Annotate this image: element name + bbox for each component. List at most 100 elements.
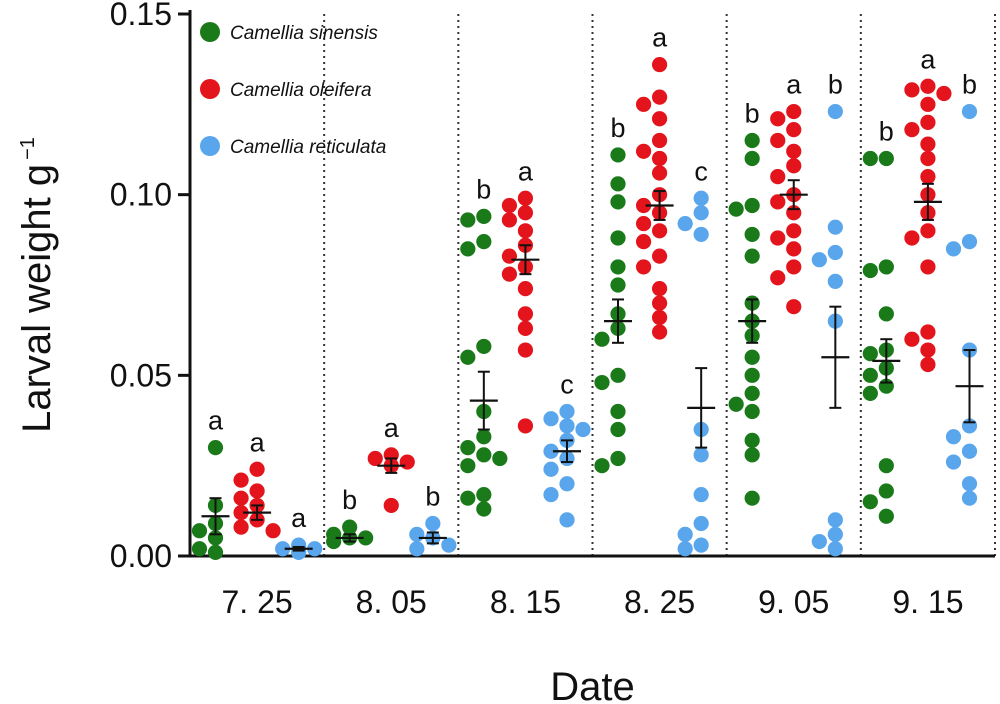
significance-letter: b: [476, 174, 491, 204]
data-point: [409, 541, 425, 557]
data-point: [207, 440, 224, 456]
data-point: [594, 331, 610, 347]
data-point: [367, 450, 383, 467]
data-point: [904, 82, 920, 98]
data-point: [476, 429, 492, 445]
data-point: [693, 515, 709, 532]
legend: Camellia sinensis Camellia oleifera Camell…: [200, 22, 386, 158]
significance-letter: a: [291, 503, 307, 533]
data-point: [904, 122, 920, 138]
data-point: [770, 270, 786, 286]
data-point: [770, 132, 786, 149]
data-point: [786, 143, 802, 159]
data-point: [610, 147, 626, 163]
data-point: [811, 533, 827, 550]
data-point: [728, 201, 744, 217]
legend-label: Camellia oleifera: [230, 80, 372, 101]
data-point: [476, 338, 492, 355]
data-point: [651, 132, 668, 149]
y-tick-label: 0.05: [110, 357, 172, 393]
data-point: [693, 486, 709, 503]
data-point: [693, 190, 709, 206]
data-point: [961, 476, 978, 492]
data-point: [635, 259, 652, 275]
data-point: [559, 403, 575, 420]
data-point: [559, 512, 575, 528]
significance-letter: a: [384, 413, 400, 443]
data-point: [425, 515, 441, 532]
data-points: [191, 56, 978, 560]
data-point: [961, 103, 978, 120]
data-point: [517, 342, 534, 358]
data-point: [635, 143, 652, 159]
data-point: [744, 197, 760, 214]
data-point: [693, 205, 709, 221]
data-point: [920, 169, 936, 185]
data-point: [651, 295, 668, 311]
data-point: [383, 497, 399, 514]
data-point: [651, 111, 668, 127]
y-axis-title: Larval weight g−1: [15, 137, 59, 433]
data-point: [945, 454, 962, 470]
data-point: [460, 241, 476, 257]
significance-letter: b: [610, 113, 625, 143]
data-point: [677, 215, 693, 232]
data-point: [233, 472, 249, 488]
data-point: [920, 114, 936, 130]
data-point: [651, 324, 668, 340]
y-tick-label: 0.00: [110, 538, 172, 574]
data-point: [744, 226, 760, 243]
data-point: [610, 277, 626, 293]
data-point: [770, 194, 786, 210]
data-point: [920, 342, 936, 358]
data-point: [862, 385, 878, 401]
data-point: [651, 56, 668, 73]
x-tick-label: 9. 05: [758, 584, 829, 620]
data-point: [827, 244, 843, 261]
y-tick-label: 0.10: [110, 177, 172, 213]
data-point: [878, 259, 894, 275]
y-tick-label: 0.15: [110, 0, 172, 32]
data-point: [610, 450, 626, 467]
data-point: [920, 150, 936, 167]
data-point: [460, 458, 476, 474]
data-point: [610, 421, 626, 438]
data-point: [249, 461, 265, 477]
data-point: [827, 103, 843, 120]
significance-letter: c: [694, 156, 708, 186]
data-point: [610, 230, 626, 246]
data-point: [476, 447, 492, 463]
significance-letter: b: [879, 117, 894, 147]
data-point: [744, 367, 760, 383]
data-point: [744, 490, 760, 506]
data-point: [651, 89, 668, 105]
data-point: [233, 490, 249, 506]
separator-lines: [323, 14, 996, 556]
legend-label: Camellia reticulata: [230, 137, 386, 158]
data-point: [770, 169, 786, 185]
significance-letter: b: [962, 70, 977, 100]
significance-letter: a: [518, 156, 534, 186]
data-point: [517, 205, 534, 221]
data-point: [862, 150, 878, 167]
x-tick-label: 9. 15: [892, 584, 963, 620]
data-point: [811, 252, 827, 268]
data-point: [651, 281, 668, 297]
data-point: [233, 505, 249, 521]
data-point: [878, 508, 894, 524]
legend-marker: [200, 22, 220, 42]
data-point: [827, 541, 843, 557]
legend-marker: [200, 79, 220, 99]
significance-letter: b: [828, 70, 843, 100]
x-tick-label: 8. 05: [356, 584, 427, 620]
data-point: [677, 526, 693, 542]
x-tick-label: 7. 25: [221, 584, 292, 620]
significance-letter: a: [652, 23, 668, 53]
data-point: [920, 259, 936, 275]
data-point: [517, 320, 534, 336]
data-point: [610, 259, 626, 275]
data-point: [265, 523, 281, 539]
data-point: [728, 396, 744, 412]
data-point: [651, 248, 668, 264]
